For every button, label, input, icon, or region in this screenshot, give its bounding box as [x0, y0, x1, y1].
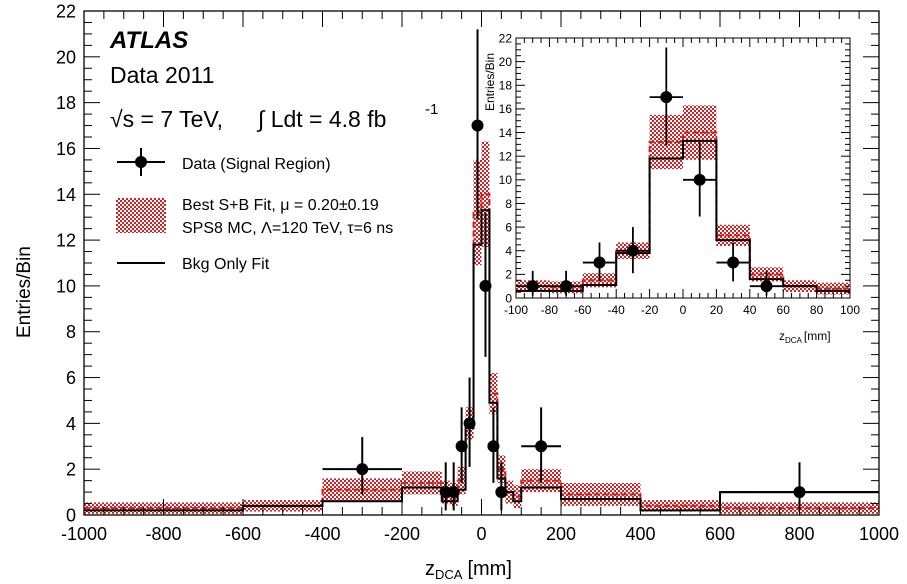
- x-tick-label: -400: [304, 524, 340, 544]
- data-points-layer: [322, 29, 879, 511]
- fit-line-layer: [84, 193, 879, 510]
- x-axis-title: zDCA [mm]: [425, 558, 512, 582]
- x-tick-label: 0: [680, 303, 687, 317]
- y-tick-label: 16: [56, 139, 76, 159]
- fit-band-bin: [561, 482, 641, 506]
- y-tick-label: 22: [56, 1, 76, 21]
- x-tick-label: 1000: [859, 524, 899, 544]
- y-tick-label: 18: [56, 93, 76, 113]
- bkg-line-layer: [84, 209, 879, 512]
- y-tick-label: 0: [505, 291, 512, 305]
- x-tick-label: 100: [840, 303, 860, 317]
- inset-x-axis-title: zDCA [mm]: [779, 329, 831, 345]
- fit-band-bin: [816, 282, 850, 295]
- y-tick-label: 6: [66, 368, 76, 388]
- x-tick-label: -800: [145, 524, 181, 544]
- legend-bkg-label: Bkg Only Fit: [182, 256, 270, 273]
- lumi-label: ∫ Ldt = 4.8 fb: [256, 106, 386, 132]
- x-tick-label: 20: [710, 303, 724, 317]
- x-tick-label: 800: [784, 524, 814, 544]
- x-tick-label: -1000: [61, 524, 107, 544]
- main-plot-area: -1000 -800 -600 -400 -200 0 200 400 600 800 100002…: [56, 1, 899, 544]
- x-tick-label: 200: [546, 524, 576, 544]
- lumi-exponent: -1: [425, 101, 438, 118]
- data-point: [549, 270, 583, 296]
- data-point: [582, 242, 617, 282]
- inset-fit-line-layer: [516, 131, 850, 290]
- y-tick-label: 10: [56, 276, 76, 296]
- x-tick-label: 400: [625, 524, 655, 544]
- data-point: [471, 29, 484, 220]
- y-tick-label: 2: [505, 268, 512, 282]
- data-point: [463, 377, 476, 467]
- x-tick-label: -20: [641, 303, 659, 317]
- y-tick-label: 6: [505, 220, 512, 234]
- x-tick-label: -200: [384, 524, 420, 544]
- y-tick-label: 18: [499, 79, 513, 93]
- legend: Data (Signal Region) Best S+B Fit, μ = 0…: [116, 148, 393, 273]
- data-point: [521, 407, 561, 483]
- legend-fit-label-line2: SPS8 MC, Λ=120 TeV, τ=6 ns: [182, 220, 393, 237]
- data-point: [455, 407, 468, 483]
- y-tick-label: 16: [499, 102, 513, 116]
- y-tick-label: 22: [499, 31, 513, 45]
- fit-band-bin: [640, 500, 720, 512]
- data-point: [720, 462, 879, 511]
- data-point: [683, 142, 717, 217]
- y-tick-label: 2: [66, 460, 76, 480]
- data-point: [487, 407, 500, 483]
- legend-fit-label-line1: Best S+B Fit, μ = 0.20±0.19: [182, 197, 379, 214]
- inset-data-points-layer: [516, 47, 784, 296]
- main-axes: -1000 -800 -600 -400 -200 0 200 400 600 800 100002…: [56, 1, 899, 544]
- inset-axes: -100 -80 -60 -40 -20 0 20 40 60 80 100 0 2 4 6 8 10 12 14 1…: [499, 31, 861, 317]
- y-tick-label: 14: [56, 185, 76, 205]
- data-point: [649, 47, 683, 146]
- y-tick-label: 8: [66, 322, 76, 342]
- inset-y-axis-title: Entries/Bin: [483, 53, 497, 111]
- y-tick-label: 12: [499, 150, 513, 164]
- bkg-only-fit-line: [84, 209, 879, 512]
- x-tick-label: 0: [476, 524, 486, 544]
- data-point: [479, 212, 492, 357]
- dataset-label: Data 2011: [110, 62, 214, 88]
- x-tick-label: -80: [541, 303, 559, 317]
- legend-data-marker: [117, 148, 165, 176]
- best-fit-line: [84, 193, 879, 510]
- inset-plot-area: -100 -80 -60 -40 -20 0 20 40 60 80 100 0 2 4 6 8 10 12 14 1…: [483, 31, 860, 345]
- data-point: [716, 242, 750, 282]
- data-point: [616, 227, 650, 274]
- legend-fit-swatch: [116, 198, 166, 233]
- data-point: [749, 270, 784, 296]
- y-tick-label: 14: [499, 126, 513, 140]
- x-tick-label: 80: [810, 303, 824, 317]
- y-tick-label: 4: [505, 244, 512, 258]
- data-point: [516, 270, 550, 296]
- x-tick-label: -100: [504, 303, 528, 317]
- data-point: [322, 437, 402, 495]
- y-tick-label: 20: [499, 55, 513, 69]
- data-point: [447, 462, 460, 511]
- x-tick-label: -600: [225, 524, 261, 544]
- best-fit-line: [516, 131, 850, 290]
- y-axis-title: Entries/Bin: [14, 246, 35, 338]
- y-tick-label: 12: [56, 231, 76, 251]
- y-tick-label: 4: [66, 414, 76, 434]
- energy-label: √s = 7 TeV,: [110, 106, 223, 132]
- y-tick-label: 0: [66, 505, 76, 525]
- y-tick-label: 10: [499, 173, 513, 187]
- x-tick-label: 40: [743, 303, 757, 317]
- x-tick-label: -40: [608, 303, 626, 317]
- atlas-label: ATLAS: [109, 27, 188, 54]
- y-tick-label: 8: [505, 197, 512, 211]
- y-tick-label: 20: [56, 47, 76, 67]
- x-tick-label: -60: [574, 303, 592, 317]
- legend-data-label: Data (Signal Region): [182, 156, 331, 173]
- x-tick-label: 600: [705, 524, 735, 544]
- data-point: [495, 462, 508, 511]
- x-tick-label: 60: [777, 303, 791, 317]
